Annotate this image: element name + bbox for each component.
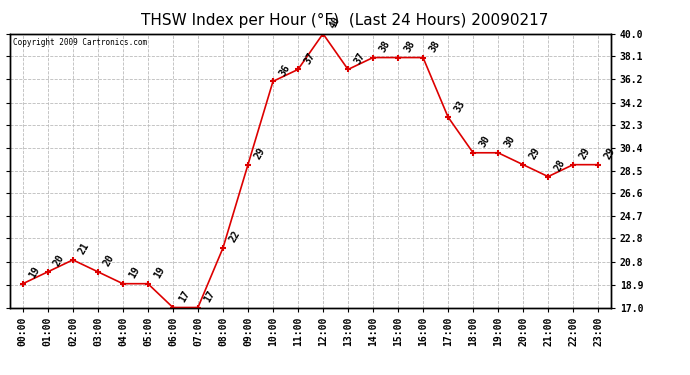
Text: 29: 29 [527, 146, 542, 161]
Text: 19: 19 [127, 265, 141, 280]
Text: 38: 38 [427, 39, 442, 54]
Text: 40: 40 [327, 15, 342, 30]
Text: 29: 29 [578, 146, 592, 161]
Text: 30: 30 [502, 134, 517, 149]
Text: 38: 38 [402, 39, 417, 54]
Text: 30: 30 [477, 134, 492, 149]
Text: 38: 38 [377, 39, 392, 54]
Text: 37: 37 [302, 51, 317, 66]
Text: 29: 29 [252, 146, 266, 161]
Text: 17: 17 [202, 289, 217, 304]
Text: 21: 21 [77, 241, 92, 256]
Text: 36: 36 [277, 63, 292, 78]
Text: Copyright 2009 Cartronics.com: Copyright 2009 Cartronics.com [13, 38, 148, 47]
Text: 37: 37 [352, 51, 366, 66]
Text: 17: 17 [177, 289, 192, 304]
Text: 29: 29 [602, 146, 617, 161]
Text: 33: 33 [452, 98, 466, 114]
Text: 20: 20 [102, 253, 117, 268]
Text: 20: 20 [52, 253, 66, 268]
Text: THSW Index per Hour (°F)  (Last 24 Hours) 20090217: THSW Index per Hour (°F) (Last 24 Hours)… [141, 13, 549, 28]
Text: 28: 28 [552, 158, 566, 173]
Text: 19: 19 [152, 265, 166, 280]
Text: 19: 19 [27, 265, 41, 280]
Text: 22: 22 [227, 229, 242, 244]
